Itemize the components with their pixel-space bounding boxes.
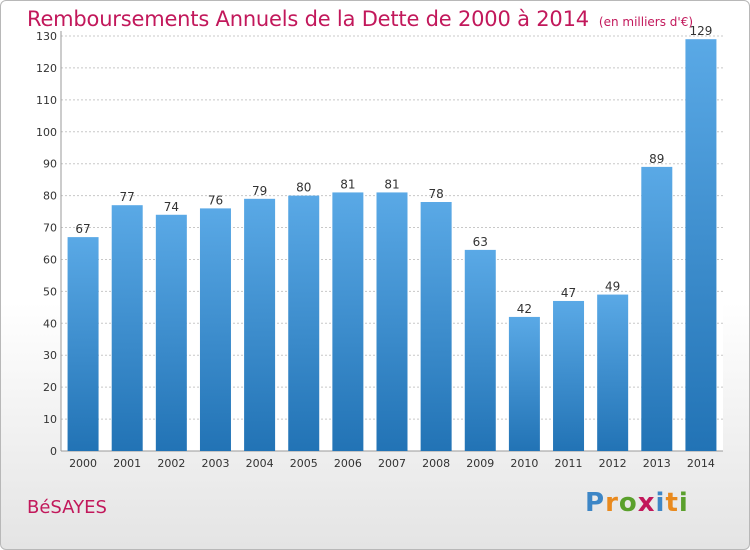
y-tick-label: 130: [36, 30, 57, 43]
bar-value-label: 78: [428, 187, 443, 201]
y-tick-label: 80: [43, 190, 57, 203]
logo-letter: r: [605, 488, 619, 518]
y-tick-label: 30: [43, 349, 57, 362]
bar: [244, 198, 276, 451]
bar: [67, 237, 99, 451]
bar: [553, 300, 585, 451]
bar-value-label: 42: [517, 302, 532, 316]
bar: [597, 294, 629, 451]
x-tick-label: 2007: [378, 457, 406, 470]
y-tick-label: 10: [43, 413, 57, 426]
x-tick-label: 2008: [422, 457, 450, 470]
bar: [464, 249, 496, 451]
logo-letter: i: [678, 488, 689, 518]
logo-letter: x: [637, 488, 656, 518]
x-tick-label: 2006: [334, 457, 362, 470]
y-tick-label: 50: [43, 285, 57, 298]
bar-value-label: 81: [384, 177, 399, 191]
bar: [111, 205, 143, 451]
x-tick-label: 2001: [113, 457, 141, 470]
bar-value-label: 80: [296, 181, 311, 195]
bar: [199, 208, 231, 451]
logo-letter: P: [585, 488, 606, 518]
y-tick-label: 20: [43, 381, 57, 394]
x-tick-label: 2009: [466, 457, 494, 470]
chart-title-text: Remboursements Annuels de la Dette de 20…: [27, 7, 589, 31]
y-tick-label: 110: [36, 94, 57, 107]
chart-title: Remboursements Annuels de la Dette de 20…: [27, 7, 693, 31]
logo-letter: o: [618, 488, 638, 518]
x-tick-label: 2003: [201, 457, 229, 470]
bar-value-label: 79: [252, 184, 267, 198]
x-tick-label: 2000: [69, 457, 97, 470]
chart-subtitle: (en milliers d'€): [598, 15, 694, 29]
bar: [155, 214, 187, 451]
x-tick-label: 2011: [555, 457, 583, 470]
bar: [288, 195, 320, 451]
y-tick-label: 60: [43, 253, 57, 266]
y-tick-label: 0: [50, 445, 57, 458]
bar-value-label: 74: [164, 200, 179, 214]
x-tick-label: 2012: [599, 457, 627, 470]
proxiti-logo: Proxiti: [585, 488, 689, 518]
bar-value-label: 81: [340, 177, 355, 191]
x-tick-label: 2004: [246, 457, 274, 470]
y-tick-label: 100: [36, 126, 57, 139]
bar: [641, 166, 673, 451]
bar-value-label: 77: [120, 190, 135, 204]
bar: [508, 316, 540, 451]
y-tick-label: 120: [36, 62, 57, 75]
logo-letter: i: [655, 488, 666, 518]
x-tick-label: 2005: [290, 457, 318, 470]
bar-value-label: 63: [473, 235, 488, 249]
bar: [376, 192, 408, 451]
bar-value-label: 67: [75, 222, 90, 236]
x-tick-label: 2013: [643, 457, 671, 470]
x-tick-label: 2002: [157, 457, 185, 470]
bar: [685, 39, 717, 451]
x-tick-label: 2010: [510, 457, 538, 470]
logo-letter: t: [665, 488, 679, 518]
y-tick-label: 70: [43, 222, 57, 235]
commune-name: BéSAYES: [27, 497, 107, 518]
bar-value-label: 89: [649, 152, 664, 166]
y-tick-label: 40: [43, 317, 57, 330]
x-tick-label: 2014: [687, 457, 715, 470]
y-tick-label: 90: [43, 158, 57, 171]
bar: [332, 192, 364, 451]
bar-value-label: 47: [561, 286, 576, 300]
bar: [420, 202, 452, 451]
bar-value-label: 76: [208, 193, 223, 207]
bar-value-label: 129: [689, 24, 712, 38]
bar-value-label: 49: [605, 280, 620, 294]
